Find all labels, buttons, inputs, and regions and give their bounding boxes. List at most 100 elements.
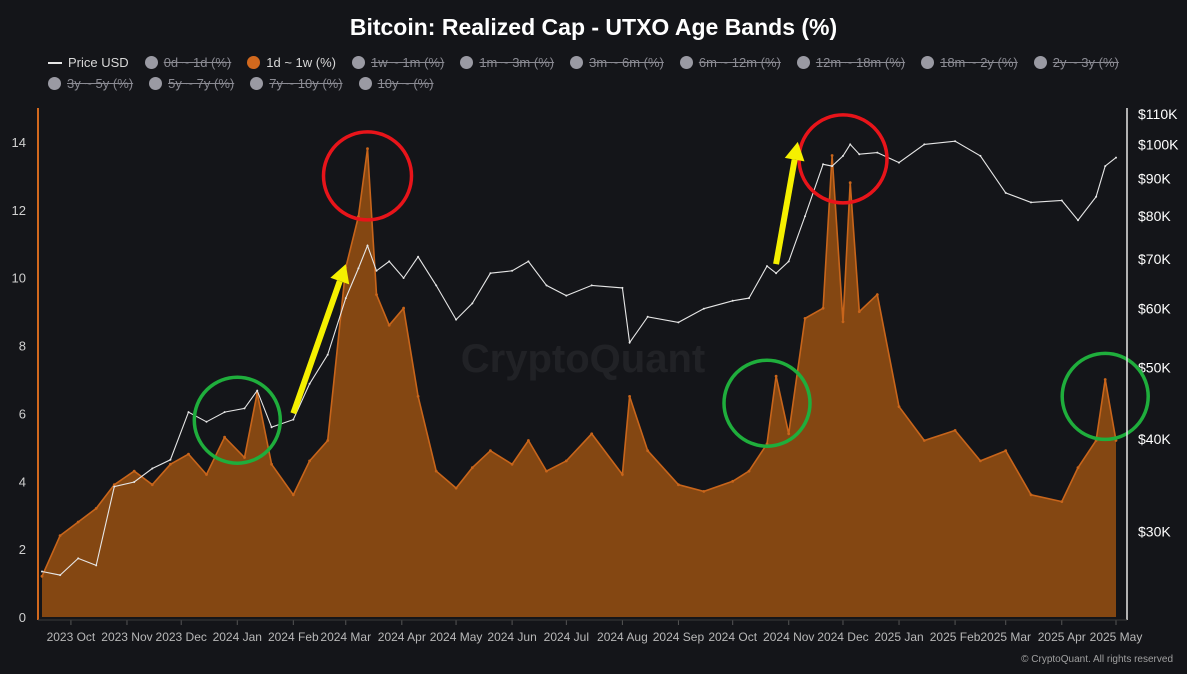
legend-item[interactable]: 0d ~ 1d (%)	[144, 54, 231, 71]
band-point	[821, 306, 825, 310]
legend-item[interactable]: 10y ~ (%)	[358, 75, 434, 92]
price-point	[77, 557, 80, 560]
band-point	[841, 320, 845, 324]
legend-item[interactable]: 3y ~ 5y (%)	[48, 75, 133, 92]
price-point	[223, 411, 226, 414]
price-point	[876, 151, 879, 154]
legend-item[interactable]: 2y ~ 3y (%)	[1033, 54, 1119, 71]
x-tick-label: 2024 Sep	[653, 630, 705, 644]
band-point	[774, 374, 778, 378]
right-tick-label: $70K	[1138, 251, 1171, 267]
price-point	[1060, 199, 1063, 202]
band-point	[897, 405, 901, 408]
legend-item[interactable]: 12m ~ 18m (%)	[796, 54, 906, 71]
legend-dot-swatch	[679, 56, 693, 69]
legend-label: 1d ~ 1w (%)	[266, 55, 336, 70]
green-circle-annotation	[722, 358, 812, 448]
price-point	[628, 341, 631, 344]
band-point	[848, 181, 852, 185]
band-point	[205, 473, 208, 476]
price-point	[787, 260, 790, 263]
price-point	[169, 458, 172, 461]
band-point	[402, 306, 405, 310]
legend-label: 6m ~ 12m (%)	[698, 55, 781, 70]
price-point	[256, 389, 259, 392]
legend-item[interactable]: 1m ~ 3m (%)	[460, 54, 554, 71]
band-point	[434, 469, 438, 473]
price-point	[831, 165, 834, 168]
band-point	[1060, 500, 1064, 503]
price-point	[375, 269, 378, 272]
right-tick-label: $100K	[1138, 136, 1179, 152]
x-tick-label: 2024 Apr	[378, 630, 426, 644]
legend-dot-swatch	[460, 56, 474, 69]
band-point	[979, 459, 982, 463]
legend-dot-swatch	[149, 77, 163, 90]
legend-item[interactable]: 7y ~ 10y (%)	[250, 75, 343, 92]
price-point	[1030, 201, 1032, 204]
price-point	[489, 272, 492, 275]
green-circle-annotation	[1060, 351, 1150, 442]
band-point	[150, 483, 154, 487]
legend-dot-swatch	[1033, 56, 1047, 69]
legend-dot-swatch	[48, 77, 61, 90]
left-tick-label: 6	[19, 406, 26, 421]
legend-dot-swatch	[358, 77, 372, 90]
band-point	[922, 439, 926, 442]
price-point	[270, 426, 273, 429]
price-point	[1004, 191, 1007, 194]
legend-label: 1w ~ 1m (%)	[371, 55, 445, 70]
left-tick-label: 10	[12, 271, 26, 286]
x-tick-label: 2024 May	[430, 630, 483, 644]
watermark: CryptoQuant	[461, 337, 705, 381]
price-point	[326, 353, 329, 356]
legend-item[interactable]: 5y ~ 7y (%)	[149, 75, 234, 92]
x-tick-label: 2025 Mar	[980, 630, 1031, 644]
price-point	[565, 294, 568, 297]
band-point	[628, 395, 631, 398]
band-point	[590, 432, 594, 436]
legend-dot-swatch	[921, 56, 935, 69]
price-point	[471, 302, 474, 305]
band-point	[470, 466, 474, 470]
x-tick-label: 2023 Nov	[101, 630, 152, 644]
legend-dot-swatch	[352, 56, 365, 69]
price-point	[545, 284, 548, 287]
legend-label: 3m ~ 6m (%)	[589, 55, 664, 70]
legend-dot-swatch	[570, 56, 584, 69]
band-point	[40, 574, 44, 578]
arrow-head	[330, 264, 350, 285]
price-point	[1095, 195, 1098, 198]
band-point	[1004, 449, 1008, 453]
band-point	[510, 462, 514, 466]
annotations	[192, 113, 1150, 465]
price-point	[766, 265, 768, 268]
right-tick-label: $90K	[1138, 170, 1171, 186]
price-point	[402, 277, 405, 279]
price-point	[308, 382, 311, 385]
legend-item[interactable]: 1w ~ 1m (%)	[352, 54, 444, 71]
left-tick-label: 14	[12, 135, 26, 150]
price-point	[205, 420, 208, 423]
legend-item[interactable]: 18m ~ 2y (%)	[921, 54, 1018, 71]
legend-item[interactable]: Price USD	[48, 54, 129, 71]
x-tick-label: 2023 Dec	[156, 630, 207, 644]
left-axis: 0 2 4 6 8 10 12 14	[12, 135, 26, 625]
legend-item[interactable]: 6m ~ 12m (%)	[679, 54, 781, 71]
price-point	[366, 244, 369, 247]
legend-item[interactable]: 1d ~ 1w (%)	[247, 54, 336, 71]
legend-item[interactable]: 3m ~ 6m (%)	[570, 54, 664, 71]
band-point	[387, 323, 391, 327]
price-point	[388, 260, 391, 263]
legend-label: 12m ~ 18m (%)	[815, 55, 906, 70]
yellow-arrow-annotation	[773, 141, 805, 265]
band-point	[132, 469, 136, 473]
price-point	[775, 272, 778, 275]
right-tick-label: $110K	[1138, 106, 1178, 122]
price-point	[858, 153, 861, 156]
legend-label: 3y ~ 5y (%)	[67, 76, 134, 91]
price-point	[455, 318, 458, 321]
legend-label: Price USD	[68, 55, 129, 70]
price-point	[41, 570, 43, 573]
